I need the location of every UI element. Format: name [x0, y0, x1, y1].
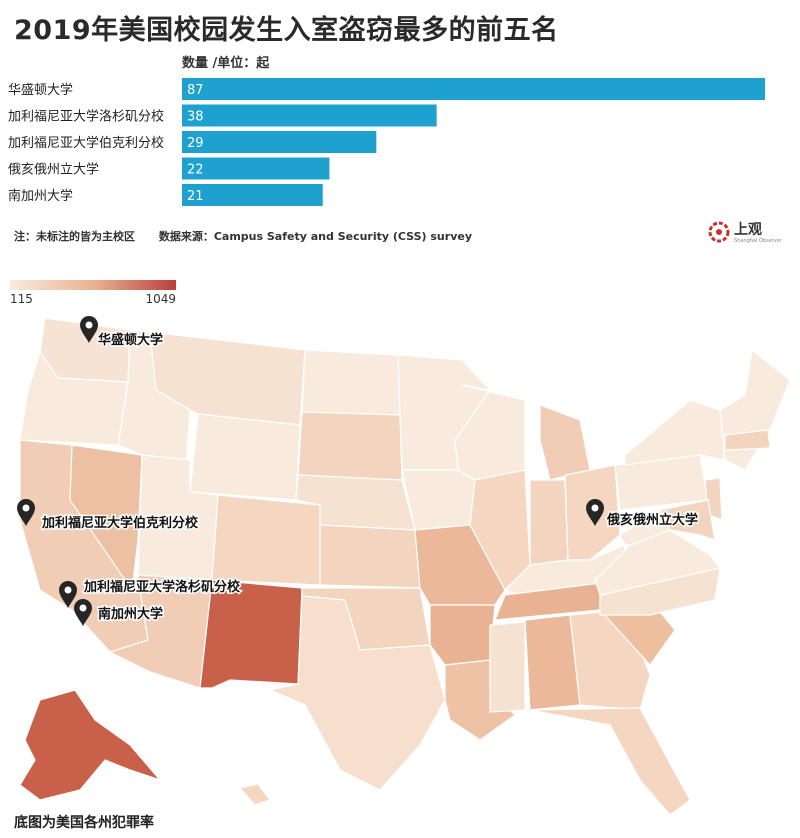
pin-center — [85, 321, 93, 329]
state-new-mexico — [199, 579, 303, 689]
logo: 上观 Shanghai Observer — [708, 219, 782, 244]
data-source: 数据来源：Campus Safety and Security (CSS) su… — [158, 230, 472, 243]
location-pin-icon — [74, 599, 92, 626]
bar — [182, 131, 377, 153]
state-iowa — [401, 469, 476, 531]
bar — [182, 104, 437, 127]
state-wyoming — [189, 413, 301, 501]
pin-center — [22, 504, 30, 512]
pin-label: 加利福尼亚大学伯克利分校 — [41, 515, 199, 531]
state-mississippi — [489, 621, 526, 713]
bar-category-label: 华盛顿大学 — [8, 82, 73, 98]
bar-value-label: 29 — [187, 136, 204, 151]
state-wisconsin — [454, 384, 526, 481]
bar-value-label: 87 — [187, 83, 204, 98]
location-pin-icon — [58, 580, 77, 608]
state-colorado — [211, 494, 321, 586]
bar-category-label: 南加州大学 — [8, 188, 73, 204]
color-legend: 115 1049 — [10, 280, 176, 306]
state-maryland — [659, 499, 716, 541]
state-kansas — [319, 524, 421, 589]
state-michigan — [539, 404, 591, 481]
legend-min: 115 — [10, 292, 33, 306]
bar — [182, 78, 765, 100]
bar — [182, 157, 330, 180]
unit-label: 数量 /单位：起 — [182, 56, 270, 71]
state-new-england — [719, 348, 791, 471]
page-title: 2019年美国校园发生入室盗窃最多的前五名 — [14, 15, 559, 46]
state-hawaii — [238, 783, 271, 806]
bar-value-label: 38 — [187, 110, 204, 125]
state-nevada — [69, 444, 143, 592]
state-alaska — [19, 689, 162, 801]
bar-chart: 华盛顿大学 87 加利福尼亚大学洛杉矶分校 38 加利福尼亚大学伯克利分校 29 俄亥俄州立… — [8, 78, 765, 206]
bar-value-label: 21 — [187, 189, 204, 204]
state-massachusetts — [724, 429, 771, 451]
state-shapes — [19, 317, 791, 816]
bar-value-label: 22 — [187, 163, 204, 178]
logo-text: 上观 — [734, 222, 762, 238]
location-pin-icon — [80, 316, 98, 343]
logo-subtext: Shanghai Observer — [734, 238, 782, 244]
pin-center — [79, 604, 87, 612]
state-arkansas — [429, 604, 496, 666]
notes: 注：未标注的皆为主校区 数据来源：Campus Safety and Secur… — [14, 228, 492, 244]
bar-category-label: 加利福尼亚大学伯克利分校 — [8, 135, 164, 151]
location-pin-icon — [586, 499, 604, 526]
footnote: 注：未标注的皆为主校区 — [14, 230, 135, 243]
legend-max: 1049 — [145, 292, 176, 306]
pin-label: 南加州大学 — [98, 606, 163, 622]
bar — [182, 184, 323, 206]
state-texas — [268, 595, 446, 791]
pin-center — [591, 504, 599, 512]
location-pin-icon — [17, 498, 36, 526]
pin-center — [64, 586, 72, 594]
state-north-dakota — [301, 349, 401, 416]
pin-label: 华盛顿大学 — [98, 332, 163, 348]
state-south-dakota — [297, 411, 403, 481]
state-new-york — [624, 399, 726, 466]
state-indiana — [529, 479, 569, 566]
state-west-virginia — [619, 509, 671, 546]
map-caption: 底图为美国各州犯罪率 — [14, 815, 154, 831]
logo-icon — [708, 221, 730, 242]
legend-gradient — [10, 280, 176, 290]
bar-category-label: 俄亥俄州立大学 — [8, 162, 99, 178]
bar-category-label: 加利福尼亚大学洛杉矶分校 — [8, 109, 164, 125]
state-florida — [529, 707, 691, 816]
pin-label: 俄亥俄州立大学 — [606, 512, 698, 528]
pin-label: 加利福尼亚大学洛杉矶分校 — [83, 579, 241, 595]
